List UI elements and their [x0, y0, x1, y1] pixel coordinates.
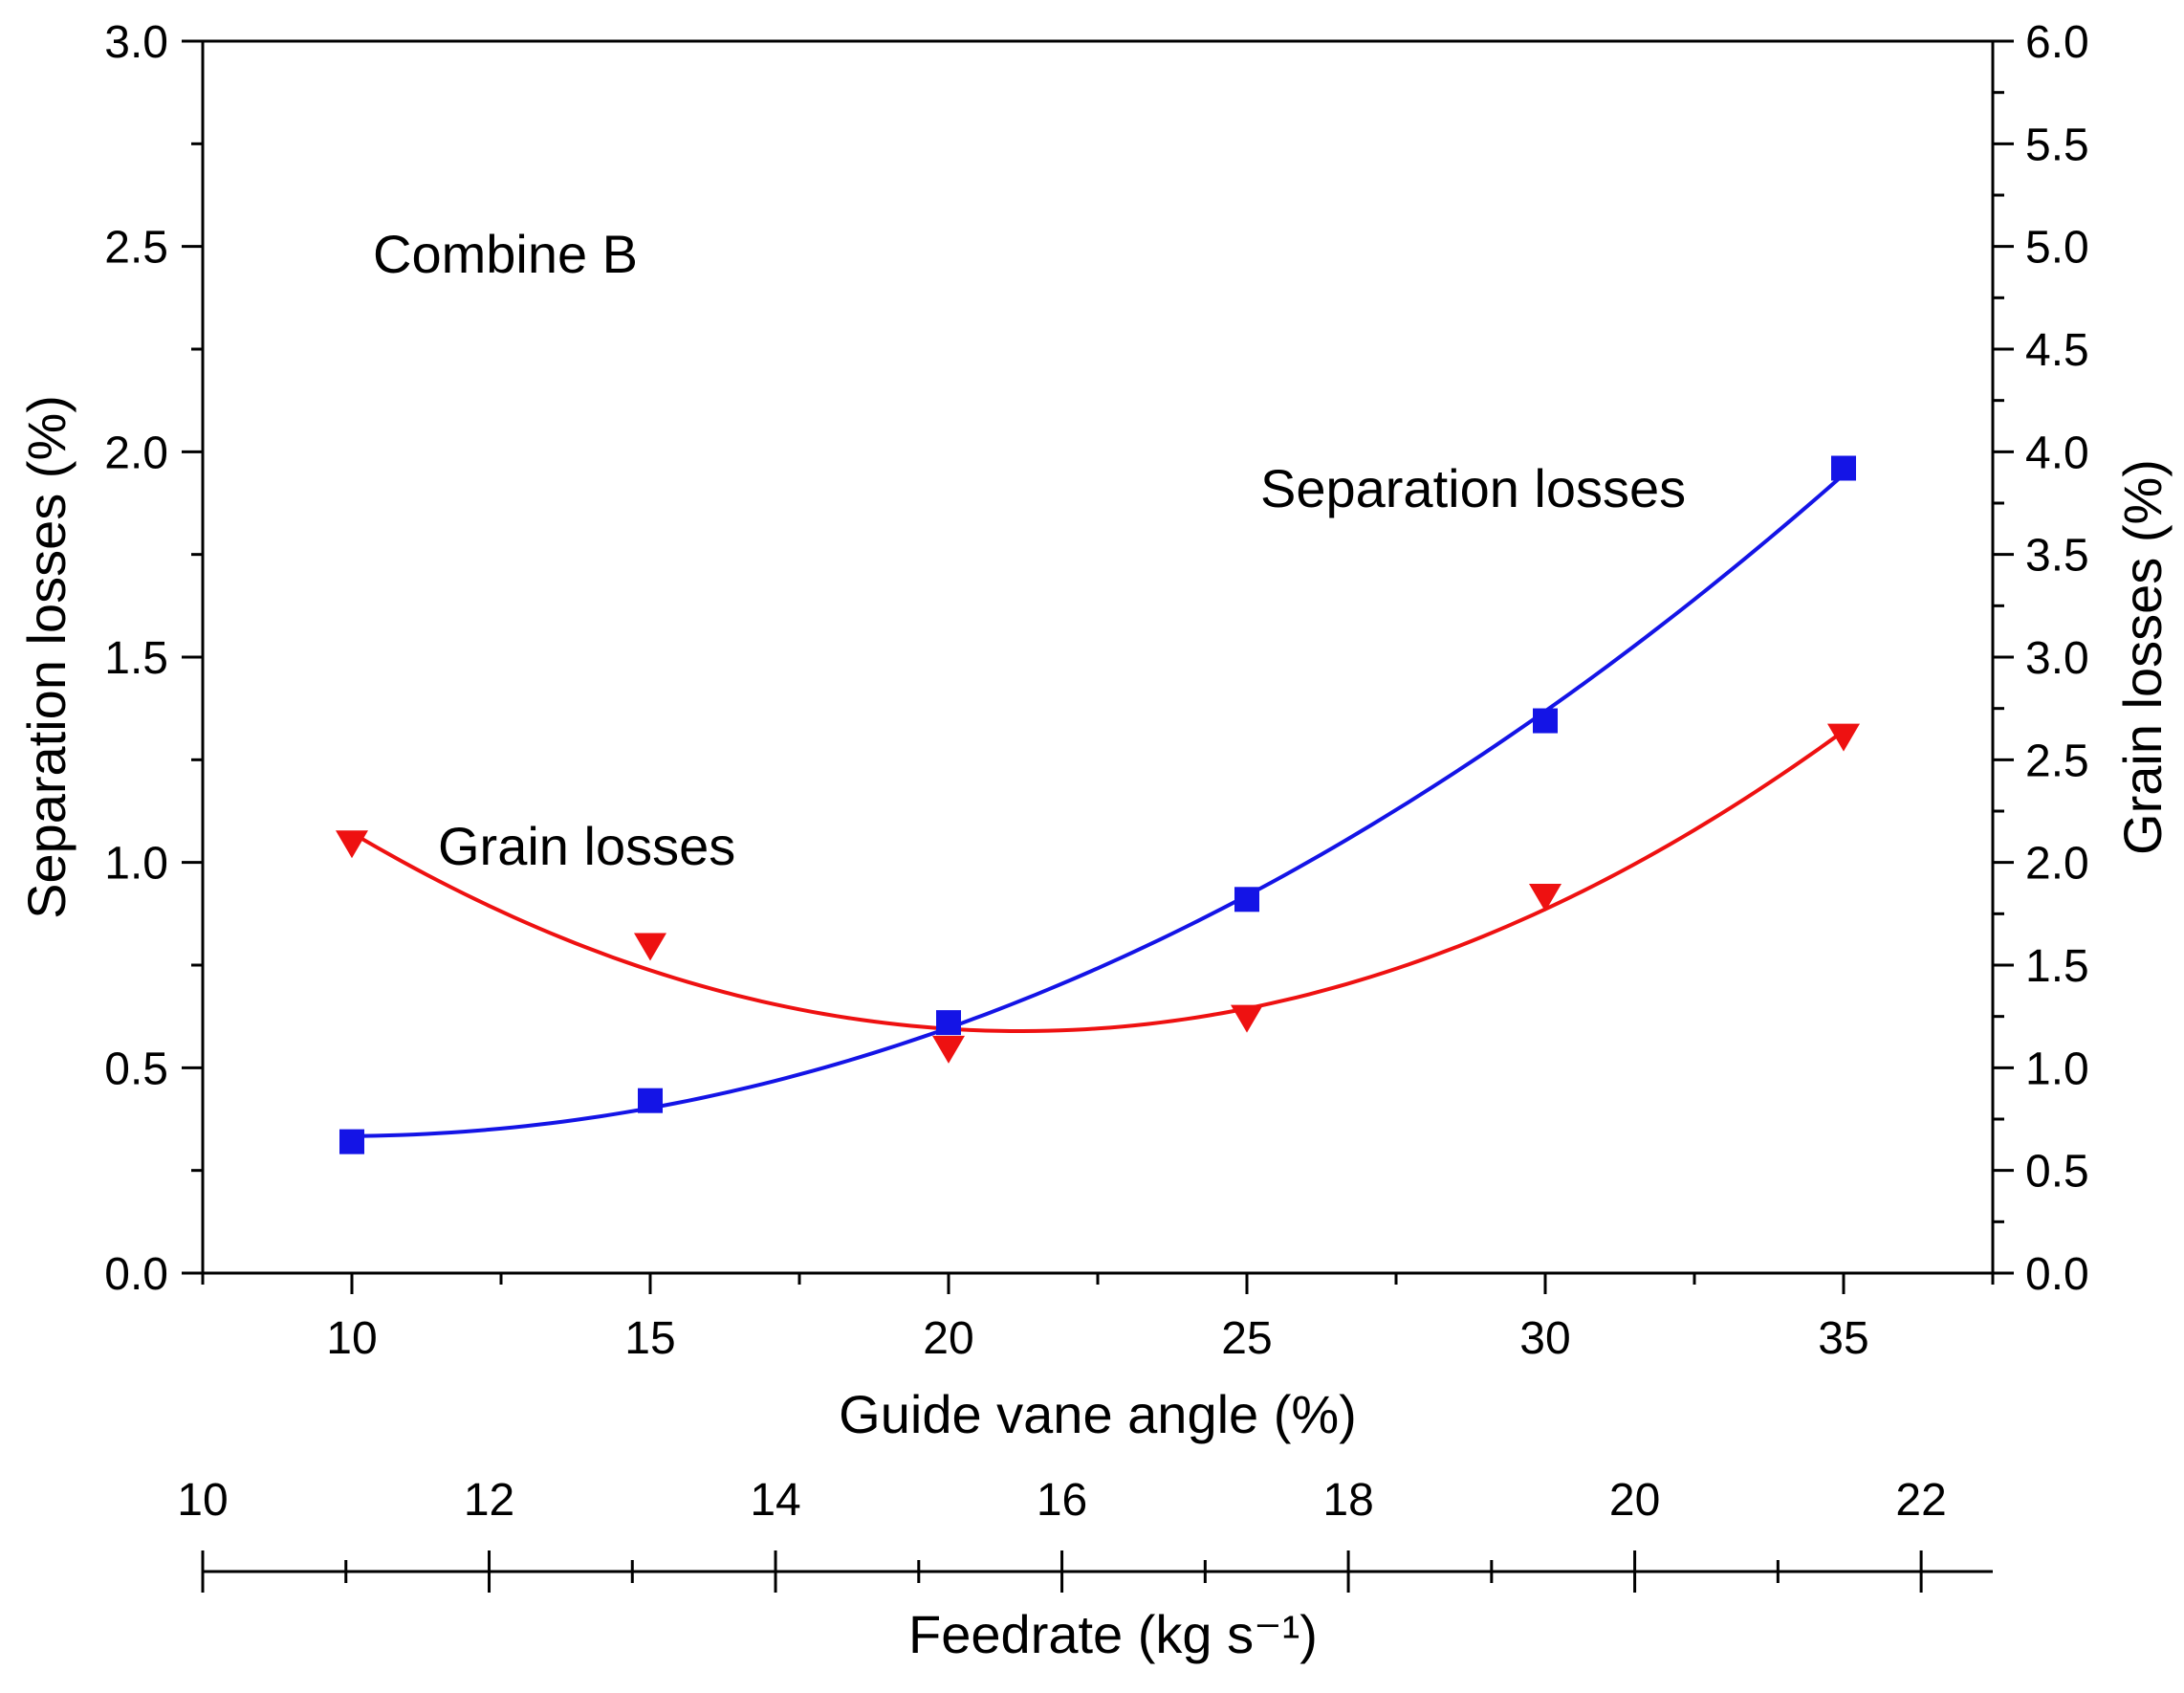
- x-tick-label: 15: [624, 1313, 675, 1364]
- y-right-tick-label: 5.5: [2025, 120, 2089, 170]
- separation-loss-point: [1234, 887, 1259, 912]
- secondary-x-tick-label: 20: [1609, 1475, 1660, 1526]
- separation-loss-point: [638, 1088, 663, 1113]
- y-right-tick-label: 0.5: [2025, 1147, 2089, 1198]
- separation-loss-point: [936, 1010, 961, 1036]
- secondary-x-tick-label: 16: [1037, 1475, 1087, 1526]
- grain-loss-point: [1529, 884, 1562, 912]
- y-right-tick-label: 4.0: [2025, 428, 2089, 478]
- x-tick-label: 20: [923, 1313, 973, 1364]
- secondary-x-tick-label: 14: [750, 1475, 800, 1526]
- x-tick-label: 25: [1221, 1313, 1272, 1364]
- y-left-tick-label: 0.5: [104, 1044, 168, 1094]
- secondary-x-tick-label: 10: [177, 1475, 228, 1526]
- y-left-tick-label: 1.5: [104, 633, 168, 684]
- y-right-tick-label: 0.0: [2025, 1249, 2089, 1300]
- grain-loss-point: [1827, 723, 1860, 752]
- y-left-tick-label: 0.0: [104, 1249, 168, 1300]
- separation-loss-point: [339, 1129, 364, 1154]
- x-tick-label: 30: [1519, 1313, 1570, 1364]
- separation-loss-point: [1831, 455, 1856, 481]
- y-left-tick-label: 2.0: [104, 428, 168, 478]
- y-right-tick-label: 6.0: [2025, 17, 2089, 68]
- y-right-tick-label: 4.5: [2025, 325, 2089, 376]
- y-axis-title-right: Grain losses (%): [2112, 459, 2173, 855]
- y-right-tick-label: 3.5: [2025, 531, 2089, 582]
- y-axis-title-left: Separation losses (%): [16, 395, 76, 919]
- secondary-x-tick-label: 22: [1895, 1475, 1946, 1526]
- curves-layer: [350, 473, 1845, 1138]
- x-tick-label: 10: [326, 1313, 377, 1364]
- markers-layer: [336, 455, 1860, 1154]
- x-axis-title: Guide vane angle (%): [839, 1384, 1357, 1444]
- x-tick-label: 35: [1818, 1313, 1868, 1364]
- y-right-tick-label: 1.0: [2025, 1044, 2089, 1094]
- y-left-tick-label: 1.0: [104, 839, 168, 890]
- grain-fit-curve: [350, 729, 1845, 1034]
- y-left-tick-label: 2.5: [104, 223, 168, 274]
- y-right-tick-label: 1.5: [2025, 941, 2089, 992]
- annotation-combine-b: Combine B: [373, 224, 638, 284]
- y-right-tick-label: 2.0: [2025, 839, 2089, 890]
- grain-loss-point: [1231, 1004, 1263, 1033]
- separation-loss-point: [1533, 708, 1558, 734]
- secondary-x-axis-title: Feedrate (kg s⁻¹): [908, 1604, 1318, 1664]
- y-left-tick-label: 3.0: [104, 17, 168, 68]
- annotation-separation-losses: Separation losses: [1260, 458, 1686, 518]
- y-right-tick-label: 5.0: [2025, 223, 2089, 274]
- grain-loss-point: [634, 933, 666, 961]
- separation-fit-curve: [351, 473, 1845, 1138]
- secondary-x-tick-label: 18: [1322, 1475, 1373, 1526]
- grain-loss-point: [336, 830, 368, 859]
- ticks-layer: 10 15 20 25 30 35 0.0 0.5 1.0 1.5 2.0 2.5 3.0 0.0 0.5 1…: [104, 17, 2089, 1593]
- secondary-x-tick-label: 12: [464, 1475, 514, 1526]
- grain-loss-point: [932, 1035, 965, 1064]
- annotation-grain-losses: Grain losses: [438, 816, 735, 876]
- y-right-tick-label: 2.5: [2025, 736, 2089, 786]
- y-right-tick-label: 3.0: [2025, 633, 2089, 684]
